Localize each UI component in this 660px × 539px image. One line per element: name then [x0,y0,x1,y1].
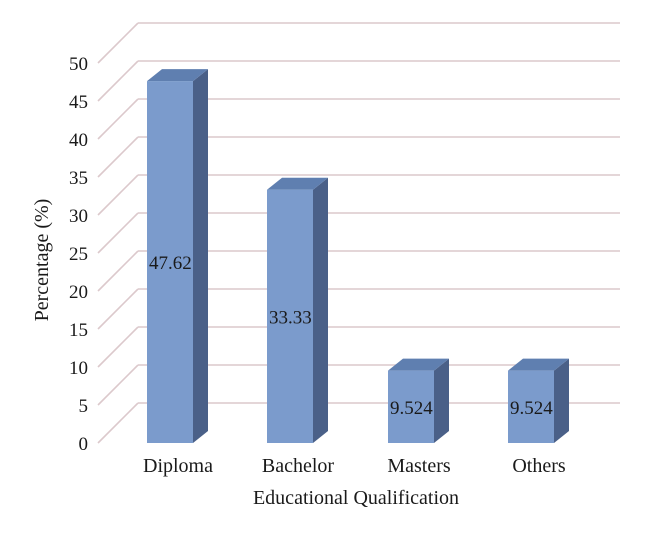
bar-top-face [508,358,569,371]
y-tick-label: 30 [69,206,88,227]
y-tick-label: 45 [69,92,88,113]
y-tick-label: 0 [79,434,89,455]
bar-side-face [554,358,569,443]
gridline-diagonal [97,364,139,406]
bar-masters: 9.524 [388,358,449,443]
bar-top-face [267,177,328,190]
y-tick-label: 40 [69,130,88,151]
y-tick-label: 15 [69,320,88,341]
bar-front-face [388,370,434,443]
bar-top-face [147,69,208,82]
y-tick-label: 25 [69,244,88,265]
y-axis-title: Percentage (%) [31,199,53,322]
x-category-label: Diploma [143,455,213,477]
y-axis-ticks: 0 5 10 15 20 25 30 35 40 45 50 [69,54,88,455]
bar-front-face [508,370,554,443]
y-tick-label: 50 [69,54,88,75]
bar-side-face [313,177,328,443]
y-tick-label: 10 [69,358,88,379]
y-tick-label: 5 [79,396,89,417]
y-tick-label: 35 [69,168,88,189]
bar-front-face [267,189,313,443]
gridline-diagonal [97,402,139,444]
gridline-diagonal [97,288,139,330]
gridlines [97,22,620,444]
gridline-diagonal [97,326,139,368]
x-axis-title: Educational Qualification [253,487,459,509]
data-label: 33.33 [269,307,312,328]
bar-diploma: 47.62 [147,69,208,443]
data-label: 9.524 [510,398,553,419]
bar-bachelor: 33.33 [267,177,328,443]
bar-front-face [147,81,193,443]
bar-side-face [434,358,449,443]
x-category-label: Bachelor [262,455,335,477]
bar-top-face [388,358,449,371]
gridline-diagonal [97,136,139,178]
gridline-diagonal [97,98,139,140]
gridline-diagonal [97,174,139,216]
data-label: 47.62 [149,253,192,274]
x-category-label: Others [512,455,566,477]
bars: 47.62 33.33 9.524 9.524 [147,69,569,443]
x-axis-categories: Diploma Bachelor Masters Others [143,455,566,477]
bar-side-face [193,69,208,443]
x-category-label: Masters [387,455,451,477]
gridline-diagonal [97,22,139,64]
gridline-diagonal [97,60,139,102]
bar-others: 9.524 [508,358,569,443]
y-tick-label: 20 [69,282,88,303]
gridline-diagonal [97,212,139,254]
data-label: 9.524 [390,398,433,419]
gridline-diagonal [97,250,139,292]
